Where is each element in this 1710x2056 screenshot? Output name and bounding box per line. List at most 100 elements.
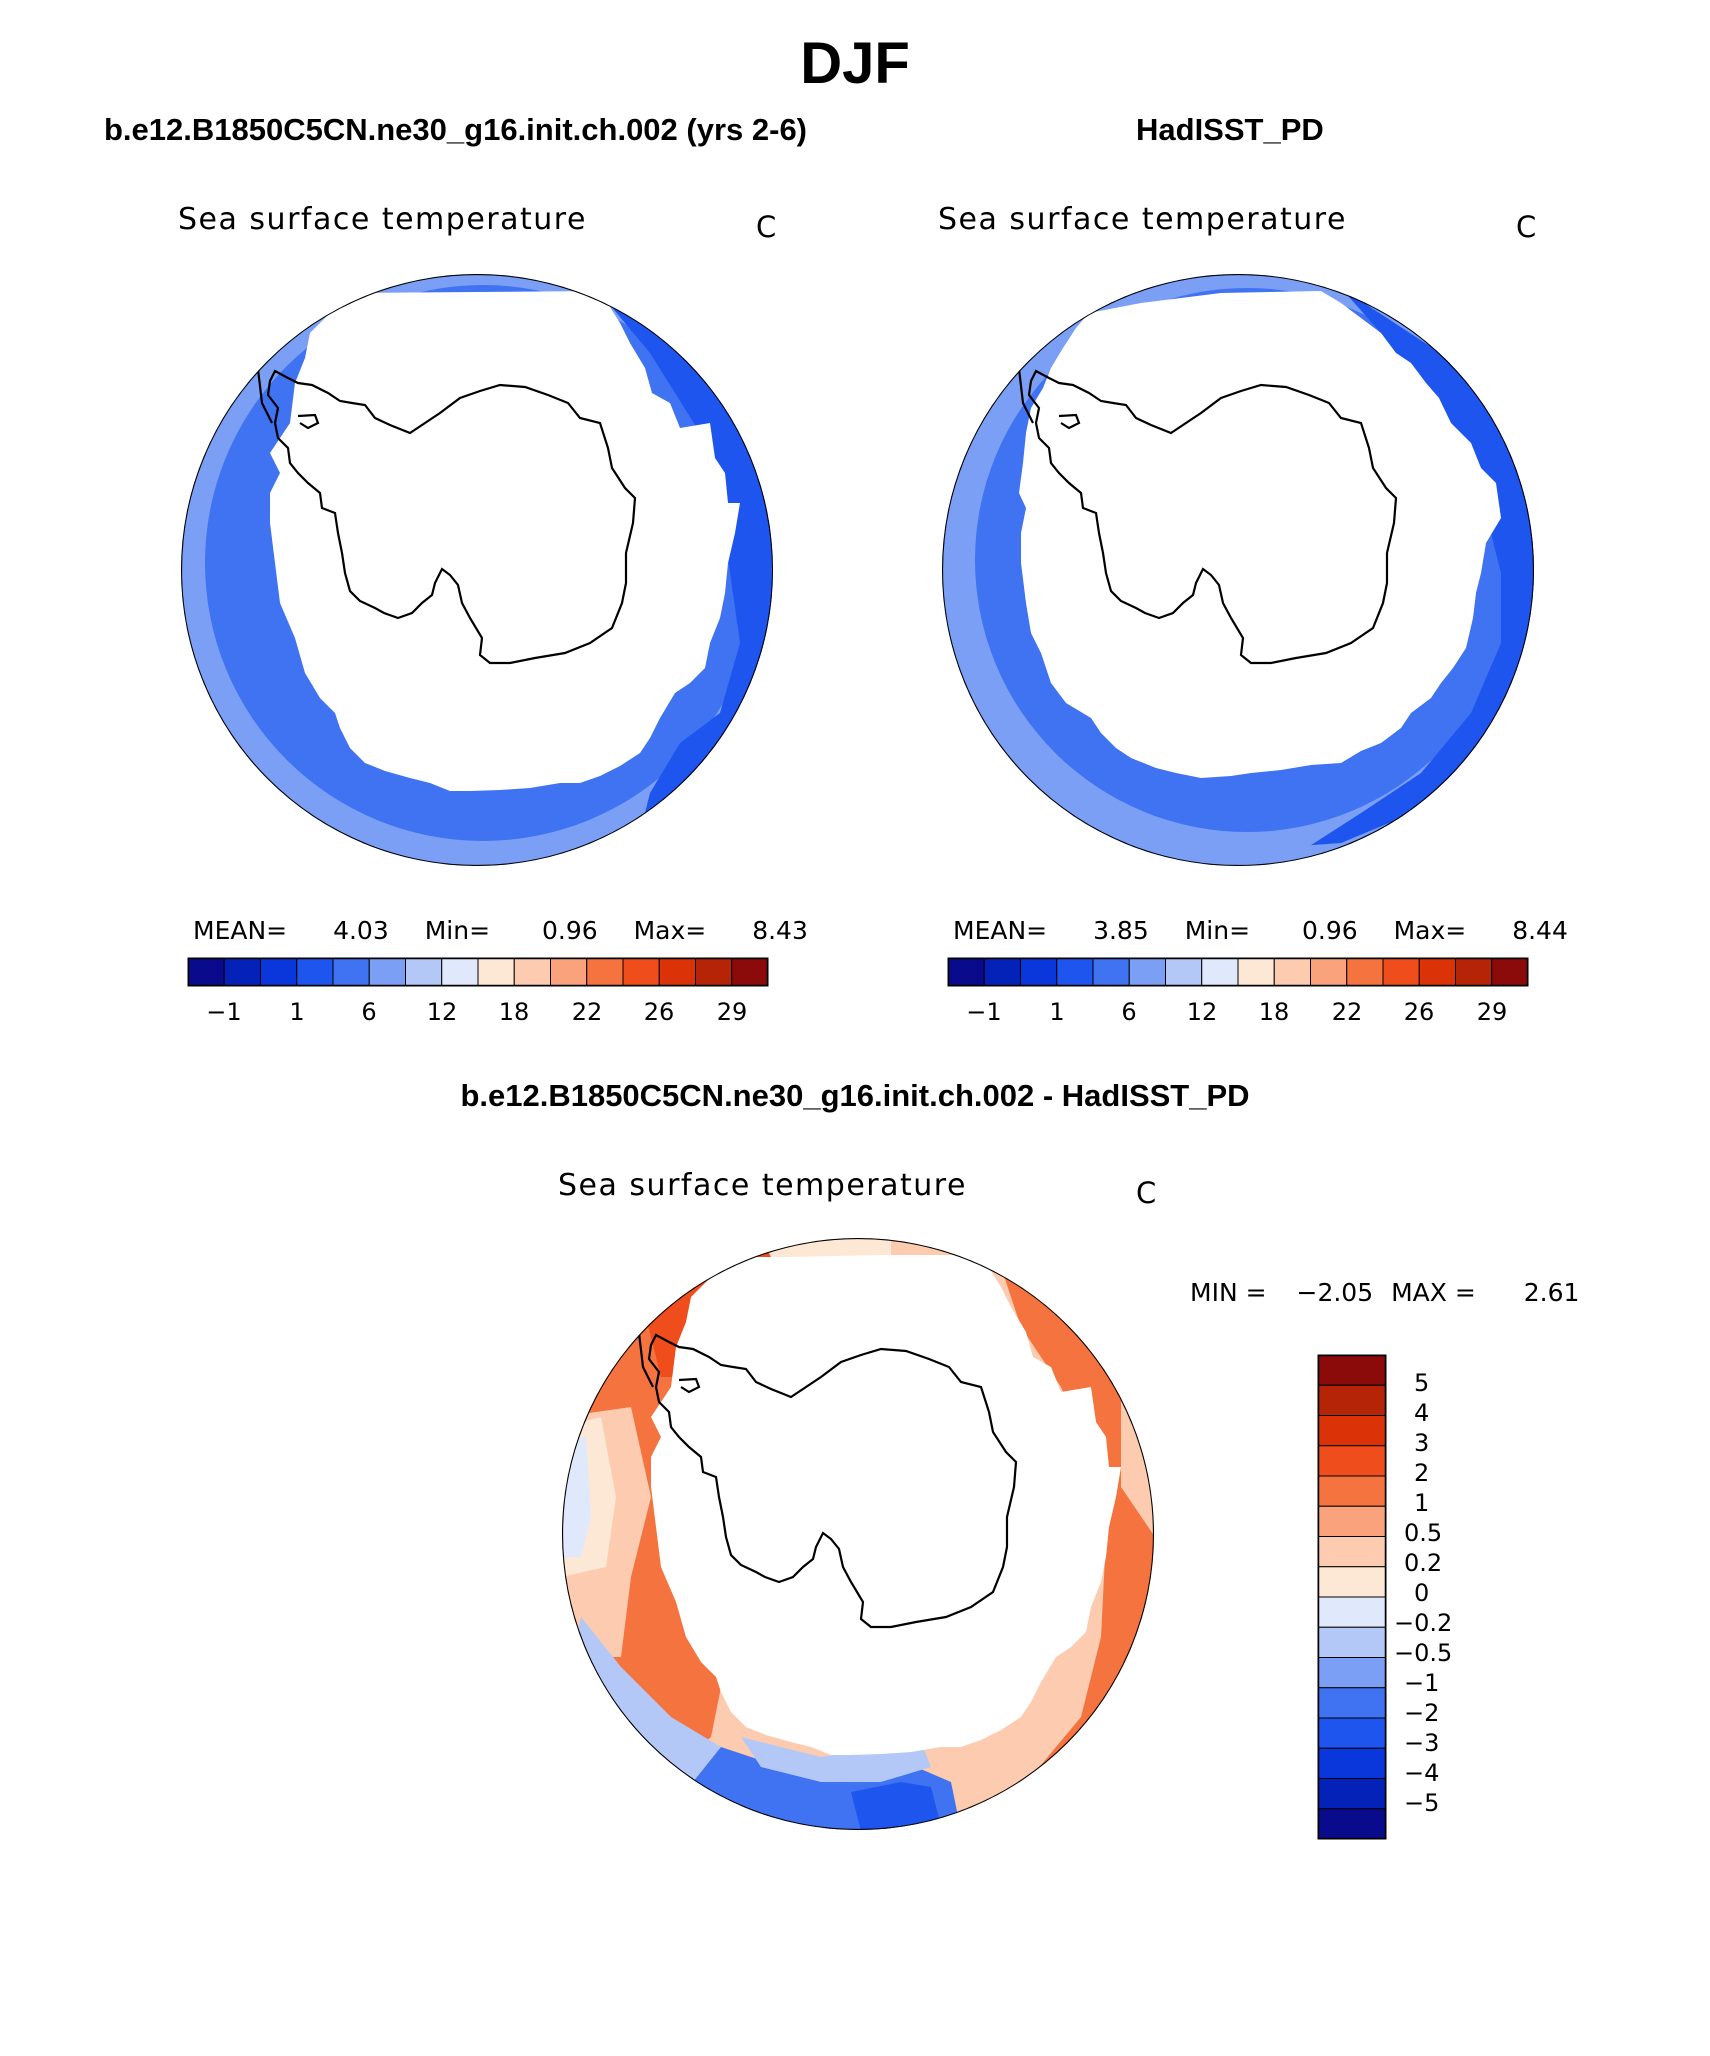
- colorbar-swatch: [983, 957, 1021, 987]
- model-colorbar-tick: 29: [716, 998, 748, 1026]
- diff-units-label: C: [1136, 1176, 1157, 1210]
- ocean-band-east: [600, 293, 773, 833]
- diff-colorbar-tick: 0: [1414, 1579, 1430, 1607]
- diff-colorbar-tick: 1: [1414, 1489, 1430, 1517]
- sea-ice-mask: [270, 291, 740, 791]
- diff-colorbar-tick: −2: [1404, 1699, 1440, 1727]
- colorbar-swatch: [1317, 1687, 1387, 1719]
- diff-colorbar-tick: 5: [1414, 1369, 1430, 1397]
- colorbar-swatch: [1273, 957, 1311, 987]
- colorbar-swatch: [1455, 957, 1493, 987]
- colorbar-swatch: [1491, 957, 1529, 987]
- colorbar-swatch: [1317, 1475, 1387, 1507]
- model-mean-value: 4.03: [333, 916, 389, 945]
- colorbar-swatch: [1317, 1354, 1387, 1386]
- antarctica-coastline: [637, 1332, 1018, 1629]
- diff-min-label: MIN =: [1190, 1278, 1267, 1307]
- colorbar-swatch: [1317, 1747, 1387, 1779]
- colorbar-swatch: [1317, 1657, 1387, 1689]
- diff-max-label: MAX =: [1391, 1278, 1476, 1307]
- colorbar-swatch: [695, 957, 733, 987]
- model-max-label: Max=: [633, 916, 707, 945]
- colorbar-swatch: [622, 957, 660, 987]
- diff-colorbar-tick: −4: [1404, 1759, 1440, 1787]
- colorbar-swatch: [1317, 1717, 1387, 1749]
- obs-colorbar-tick: 29: [1476, 998, 1508, 1026]
- colorbar-swatch: [1317, 1536, 1387, 1568]
- obs-stats-text: MEAN= 3.85 Min= 0.96 Max= 8.44: [953, 916, 1568, 945]
- colorbar-swatch: [731, 957, 769, 987]
- sea-ice-mask: [1019, 291, 1501, 778]
- obs-colorbar: [947, 957, 1529, 987]
- diff-colorbar-tick: −1: [1404, 1669, 1440, 1697]
- obs-case-label: HadISST_PD: [1136, 112, 1324, 147]
- diff-sst-map: [562, 1238, 1154, 1830]
- model-colorbar-tick: 18: [498, 998, 530, 1026]
- model-sst-map: [181, 274, 773, 866]
- colorbar-swatch: [1128, 957, 1166, 987]
- colorbar-swatch: [1317, 1445, 1387, 1477]
- diff-colorbar-tick: −5: [1404, 1789, 1440, 1817]
- diff-case-label: b.e12.B1850C5CN.ne30_g16.init.ch.002 - H…: [460, 1078, 1250, 1113]
- colorbar-swatch: [260, 957, 298, 987]
- diff-colorbar: [1317, 1354, 1387, 1840]
- model-max-value: 8.43: [752, 916, 808, 945]
- colorbar-swatch: [1092, 957, 1130, 987]
- model-units-label: C: [756, 210, 777, 244]
- colorbar-swatch: [1317, 1778, 1387, 1810]
- colorbar-swatch: [477, 957, 515, 987]
- colorbar-swatch: [1310, 957, 1348, 987]
- colorbar-swatch: [1317, 1596, 1387, 1628]
- obs-field-label: Sea surface temperature: [938, 202, 1347, 237]
- model-min-label: Min=: [424, 916, 491, 945]
- obs-mean-label: MEAN=: [953, 916, 1048, 945]
- colorbar-swatch: [586, 957, 624, 987]
- colorbar-swatch: [1317, 1415, 1387, 1447]
- diff-colorbar-tick: −0.2: [1394, 1609, 1453, 1637]
- colorbar-swatch: [1317, 1808, 1387, 1840]
- diff-south-deepblue: [851, 1782, 941, 1830]
- obs-colorbar-tick: 22: [1331, 998, 1363, 1026]
- model-colorbar-tick: 12: [426, 998, 458, 1026]
- colorbar-swatch: [441, 957, 479, 987]
- colorbar-swatch: [405, 957, 443, 987]
- colorbar-swatch: [1317, 1384, 1387, 1416]
- diff-southwest-blue: [562, 1617, 721, 1797]
- colorbar-swatch: [947, 957, 985, 987]
- model-field-label: Sea surface temperature: [178, 202, 587, 237]
- colorbar-swatch: [513, 957, 551, 987]
- model-min-value: 0.96: [541, 916, 598, 945]
- obs-colorbar-tick: 18: [1258, 998, 1290, 1026]
- colorbar-swatch: [1317, 1505, 1387, 1537]
- colorbar-swatch: [1346, 957, 1384, 987]
- obs-max-label: Max=: [1393, 916, 1467, 945]
- colorbar-swatch: [223, 957, 261, 987]
- colorbar-swatch: [332, 957, 370, 987]
- antarctica-coastline: [1017, 368, 1398, 665]
- model-colorbar-tick: −1: [206, 998, 242, 1026]
- obs-max-value: 8.44: [1512, 916, 1568, 945]
- model-colorbar-tick: 1: [289, 998, 305, 1026]
- diff-max-value: 2.61: [1523, 1278, 1580, 1307]
- obs-units-label: C: [1516, 210, 1537, 244]
- obs-colorbar-tick: 1: [1049, 998, 1065, 1026]
- obs-mean-value: 3.85: [1093, 916, 1149, 945]
- model-colorbar: [187, 957, 769, 987]
- model-stats-text: MEAN= 4.03 Min= 0.96 Max= 8.43: [193, 916, 808, 945]
- antarctica-coastline: [256, 368, 637, 665]
- diff-colorbar-tick: 2: [1414, 1459, 1430, 1487]
- obs-colorbar-tick: 6: [1121, 998, 1137, 1026]
- model-colorbar-tick: 22: [571, 998, 603, 1026]
- colorbar-swatch: [1418, 957, 1456, 987]
- model-mean-label: MEAN=: [193, 916, 288, 945]
- obs-colorbar-tick: −1: [966, 998, 1002, 1026]
- model-case-label: b.e12.B1850C5CN.ne30_g16.init.ch.002 (yr…: [104, 112, 808, 147]
- diff-colorbar-tick: 0.2: [1404, 1549, 1443, 1577]
- figure-title: DJF: [800, 31, 910, 96]
- model-colorbar-tick: 6: [361, 998, 377, 1026]
- obs-colorbar-tick: 26: [1403, 998, 1435, 1026]
- colorbar-swatch: [1317, 1566, 1387, 1598]
- colorbar-swatch: [1237, 957, 1275, 987]
- diff-colorbar-tick: −3: [1404, 1729, 1440, 1757]
- obs-min-label: Min=: [1184, 916, 1251, 945]
